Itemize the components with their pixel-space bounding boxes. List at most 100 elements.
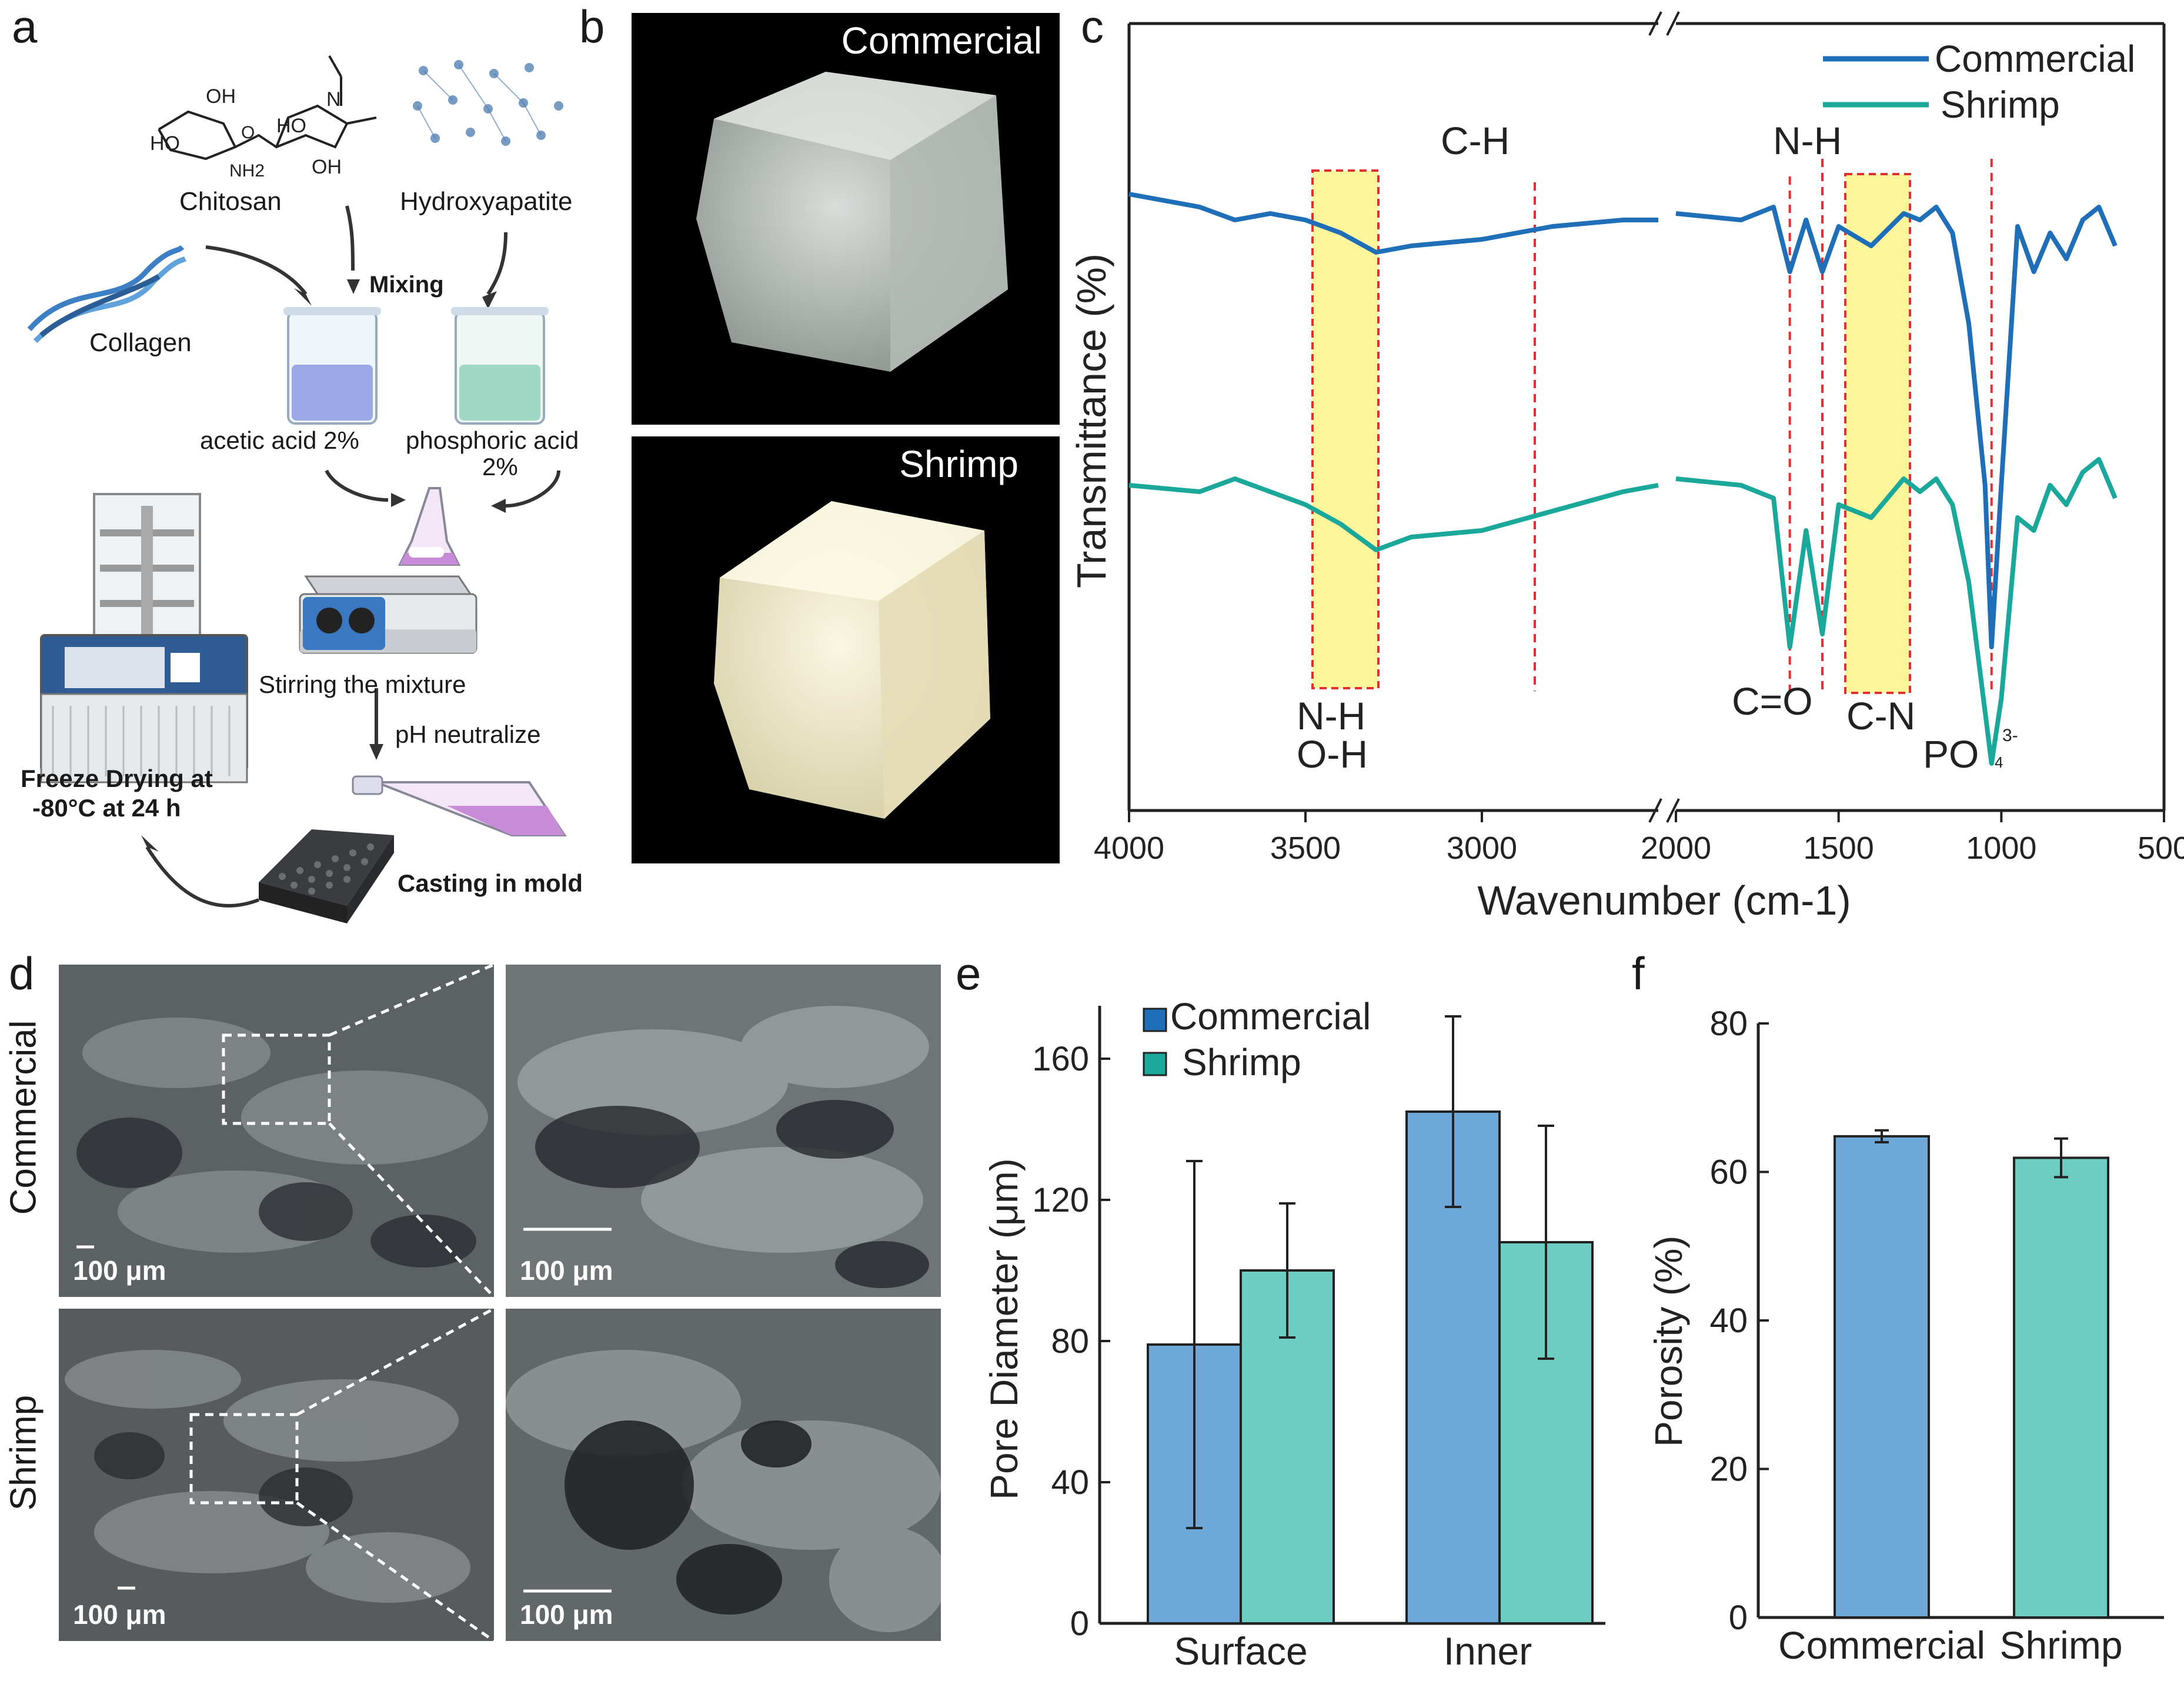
ftir-tick-label-500: 500	[2138, 831, 2184, 866]
label-phosphoric-acid-pct: 2%	[482, 453, 518, 481]
pore-ticks: 0 40 80 120 160 Surface Inner	[1032, 1040, 1532, 1673]
chem-n: N	[326, 88, 341, 111]
ftir-tick-label-4000: 4000	[1094, 831, 1164, 866]
row-label-commercial: Commercial	[3, 1020, 44, 1215]
chitosan-structure	[158, 55, 377, 161]
ftir-tick-label-2000: 2000	[1641, 831, 1711, 866]
scale-label-shrimp-overview: 100 μm	[73, 1599, 166, 1630]
legend-swatch-commercial	[1143, 1008, 1167, 1032]
chem-ho-1: HO	[150, 132, 180, 155]
photo-label-shrimp: Shrimp	[899, 443, 1018, 485]
band-nh-oh	[1311, 169, 1380, 689]
ftir-line-commercial-low	[1675, 205, 2118, 649]
peak-marker-lines	[1534, 159, 1993, 691]
porosity-ytick-label-60: 60	[1709, 1153, 1748, 1192]
process-arrows	[145, 205, 560, 908]
chem-oh-2: OH	[312, 156, 342, 178]
scale-label-commercial-zoom: 100 μm	[520, 1255, 613, 1286]
panel-label-b: b	[579, 1, 605, 52]
legend-swatch-shrimp	[1143, 1052, 1167, 1076]
sem-shrimp-zoom: 100 μm	[506, 1309, 941, 1641]
pore-diameter-chart: 0 40 80 120 160 Surface Inner Commercial Shrim…	[982, 995, 1605, 1673]
ftir-x-ticks: 4000 3500 3000 2000 1500 1000 500	[1094, 811, 2184, 866]
pouring-flask	[352, 775, 567, 836]
annot-cn: C-N	[1846, 694, 1915, 738]
legend-shrimp: Shrimp	[1941, 84, 2060, 126]
legend-e-commercial: Commercial	[1170, 995, 1371, 1038]
label-chitosan: Chitosan	[179, 187, 282, 216]
sem-commercial-zoom: 100 μm	[506, 965, 941, 1297]
beaker-phosphoric	[451, 307, 549, 425]
ftir-line-shrimp-high	[1128, 476, 1659, 552]
porosity-chart: 0 20 40 60 80 Commercial Shrimp Porosity (%)	[1647, 1005, 2164, 1667]
porosity-ticks: 0 20 40 60 80 Commercial Shrimp	[1709, 1005, 2122, 1667]
panel-a-illustration: OH HO NH2 O HO OH N	[27, 55, 567, 923]
ftir-chart: 4000 3500 3000 2000 1500 1000 500 Commercial S…	[1070, 11, 2184, 923]
panel-label-a: a	[12, 1, 38, 52]
ftir-tick-label-3000: 3000	[1447, 831, 1517, 866]
ftir-ylabel: Transmittance (%)	[1070, 254, 1114, 588]
collagen-fiber	[27, 245, 187, 343]
panel-label-e: e	[956, 948, 981, 999]
label-stirring: Stirring the mixture	[259, 671, 466, 698]
band-cn	[1844, 173, 1911, 694]
porosity-ytick-label-20: 20	[1709, 1450, 1748, 1489]
chem-ho-2: HO	[276, 115, 306, 137]
porosity-ytick-label-40: 40	[1709, 1302, 1748, 1340]
photo-commercial-scaffold: Commercial	[632, 13, 1060, 425]
chem-nh2: NH2	[229, 161, 265, 181]
ftir-line-commercial-high	[1128, 192, 1658, 255]
pore-ytick-label-160: 160	[1032, 1040, 1089, 1078]
pore-bars	[1147, 1015, 1594, 1625]
label-mixing: Mixing	[369, 272, 444, 298]
sem-shrimp-overview: 100 μm	[59, 1309, 494, 1641]
ftir-line-shrimp-low	[1675, 457, 2118, 766]
annot-po-charge: 3-	[2002, 726, 2018, 745]
label-casting: Casting in mold	[398, 869, 583, 897]
pore-ylabel: Pore Diameter (μm)	[982, 1158, 1026, 1500]
porosity-ytick-label-0: 0	[1729, 1599, 1748, 1637]
ftir-series-group	[1128, 192, 2118, 766]
annot-oh: O-H	[1297, 732, 1368, 776]
porosity-ylabel: Porosity (%)	[1647, 1236, 1690, 1447]
pore-category-inner: Inner	[1444, 1629, 1532, 1673]
freeze-dryer	[40, 493, 248, 783]
annot-nh-top: N-H	[1773, 119, 1842, 162]
legend-e-shrimp: Shrimp	[1182, 1041, 1301, 1083]
annot-co: C=O	[1732, 679, 1813, 723]
porosity-bar-commercial	[1834, 1135, 1930, 1619]
chem-o: O	[241, 123, 255, 142]
panel-label-c: c	[1081, 1, 1104, 52]
ftir-tick-label-1500: 1500	[1804, 831, 1874, 866]
beaker-acetic	[283, 307, 381, 425]
label-phosphoric-acid: phosphoric acid	[406, 426, 579, 454]
casting-mold	[259, 829, 394, 923]
annot-ch: C-H	[1441, 119, 1510, 162]
scale-label-shrimp-zoom: 100 μm	[520, 1599, 613, 1630]
panel-label-d: d	[9, 948, 35, 999]
label-acetic-acid: acetic acid 2%	[200, 426, 359, 454]
porosity-ytick-label-80: 80	[1709, 1005, 1748, 1043]
pore-ytick-label-0: 0	[1070, 1605, 1089, 1643]
photo-label-commercial: Commercial	[841, 19, 1042, 62]
row-label-shrimp: Shrimp	[3, 1395, 44, 1511]
chem-oh-1: OH	[206, 85, 236, 108]
axis-break-marks	[1648, 11, 1680, 823]
annot-nh-bottom: N-H	[1297, 694, 1365, 738]
photo-shrimp-scaffold: Shrimp	[632, 436, 1060, 863]
porosity-bar-shrimp	[2013, 1156, 2109, 1619]
pore-category-surface: Surface	[1174, 1629, 1307, 1673]
pore-ytick-label-40: 40	[1051, 1463, 1089, 1502]
label-freeze-line1: Freeze Drying at	[21, 765, 213, 792]
ftir-axes	[1127, 22, 2166, 812]
porosity-bars	[1834, 1129, 2109, 1619]
hydroxyapatite-structure	[413, 60, 563, 146]
label-hydroxyapatite: Hydroxyapatite	[400, 187, 573, 216]
legend-commercial: Commercial	[1935, 38, 2135, 80]
panel-label-f: f	[1632, 948, 1645, 999]
annot-po-subscript: 4	[1995, 753, 2003, 771]
pore-ytick-label-80: 80	[1051, 1322, 1089, 1360]
pore-ytick-label-120: 120	[1032, 1181, 1089, 1219]
annot-po: PO	[1923, 732, 1979, 776]
ftir-tick-label-3500: 3500	[1270, 831, 1341, 866]
